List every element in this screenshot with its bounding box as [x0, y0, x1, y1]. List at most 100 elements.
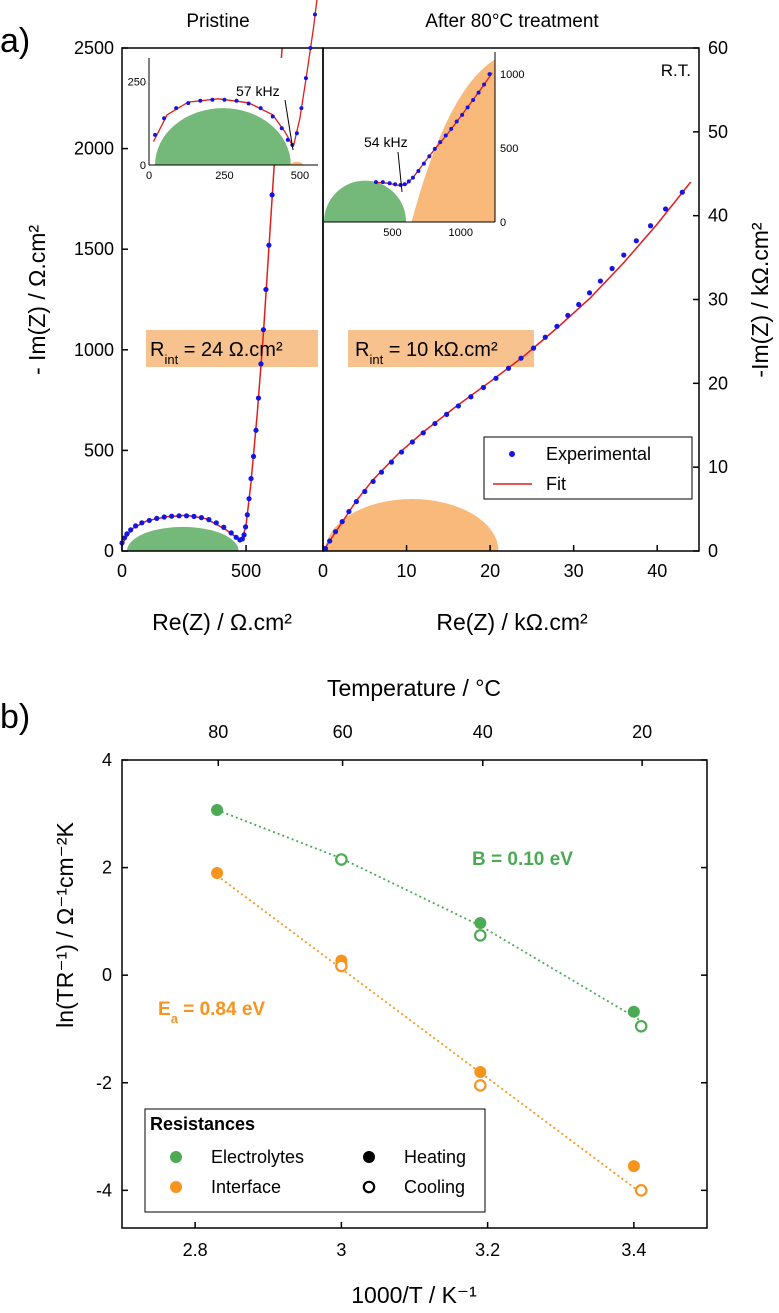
data-point-treated — [518, 355, 524, 361]
data-point-pristine — [176, 513, 182, 519]
y-tick-label-right: 50 — [708, 122, 728, 142]
y-tick-label-left: 1500 — [74, 239, 114, 259]
x-tick-label-right: 10 — [397, 561, 417, 581]
data-point-treated — [633, 238, 639, 244]
inset-annotation-57khz: 57 kHz — [236, 83, 280, 99]
inset-data-point-treated — [398, 183, 403, 188]
data-point-treated — [378, 469, 385, 475]
y-tick-label-right: 20 — [708, 373, 728, 393]
legend-title-b: Resistances — [150, 1114, 255, 1134]
heating-point-interface — [211, 866, 224, 879]
data-point-treated — [327, 538, 333, 544]
data-point-pristine — [183, 513, 190, 519]
y-tick-label-b: -4 — [96, 1180, 112, 1200]
inset-data-point-pristine — [153, 132, 158, 137]
x-tick-label-b: 3 — [336, 1240, 346, 1260]
inset-x-tick-label-pristine: 0 — [146, 170, 152, 182]
data-point-treated — [362, 488, 368, 495]
cooling-point-electrolytes — [474, 929, 487, 942]
legend-label-cooling: Cooling — [404, 1177, 465, 1197]
inset-data-point-treated — [410, 175, 415, 180]
x-top-tick-label-b: 80 — [208, 722, 228, 742]
x-top-tick-label-b: 60 — [333, 722, 353, 742]
legend-label-heating: Heating — [404, 1147, 466, 1167]
annotation-box-rint-right — [348, 330, 534, 367]
y-tick-label-b: 2 — [102, 858, 112, 878]
inset-data-point-pristine — [279, 126, 284, 131]
data-point-treated — [455, 403, 461, 409]
axes-frame-b — [121, 759, 708, 1229]
data-point-pristine — [258, 361, 264, 367]
legend-label-electrolytes: Electrolytes — [211, 1147, 304, 1167]
cooling-point-interface — [335, 959, 348, 973]
data-point-pristine — [260, 327, 267, 333]
annotation-rint-left: Rint = 24 Ω.cm² — [150, 339, 283, 367]
inset-data-point-pristine — [246, 101, 251, 106]
inset-data-point-pristine — [312, 12, 317, 17]
data-point-pristine — [161, 514, 167, 520]
inset-data-point-treated — [416, 169, 421, 173]
data-point-pristine — [154, 515, 160, 522]
inset-data-point-pristine — [294, 131, 299, 136]
inset-x-tick-label-pristine: 500 — [291, 170, 309, 182]
data-point-pristine — [139, 520, 145, 526]
chart-title-pristine: Pristine — [186, 11, 249, 32]
data-point-treated — [339, 519, 345, 525]
legend-label-experimental: Experimental — [546, 444, 651, 464]
treated-plot: 0 10 20 30 40 50 60 0 10 20 30 40 0 500 1000 500 1000 — [318, 38, 728, 581]
y-tick-label-right: 40 — [708, 206, 728, 226]
inset-data-point-treated — [460, 112, 465, 117]
y-tick-label-right: 60 — [708, 38, 728, 58]
inset-data-point-treated — [387, 181, 392, 186]
data-point-treated — [493, 375, 499, 381]
inset-data-point-pristine — [174, 106, 179, 111]
legend-label-fit: Fit — [546, 474, 566, 494]
corner-label-rt: R.T. — [661, 61, 691, 80]
legend-swatch-electrolytes — [170, 1151, 182, 1163]
inset-data-point-treated — [438, 140, 443, 145]
inset-data-point-treated — [406, 179, 411, 184]
annotation-rint-right: Rint = 10 kΩ.cm² — [355, 339, 498, 367]
y-tick-label-left: 2000 — [74, 139, 114, 159]
panel-b-label: b) — [0, 698, 30, 736]
annotation-b-value: B = 0.10 eV — [472, 849, 573, 870]
data-point-treated — [565, 312, 571, 319]
data-point-pristine — [121, 535, 128, 541]
inset-x-tick-label-treated: 500 — [383, 227, 401, 239]
heating-point-electrolytes — [474, 916, 487, 929]
data-point-treated — [542, 334, 548, 340]
data-point-pristine — [239, 536, 245, 542]
data-point-treated — [398, 449, 405, 455]
inset-annotation-pointer — [397, 151, 403, 193]
inset-data-point-treated — [465, 105, 470, 110]
legend-label-interface: Interface — [211, 1177, 281, 1197]
data-point-treated — [420, 430, 426, 436]
inset-pristine: 0 250 0 250 500 — [128, 0, 318, 182]
inset-data-point-treated — [380, 180, 385, 185]
data-point-pristine — [253, 427, 259, 433]
data-point-pristine — [228, 530, 234, 536]
fit-line-electrolytes — [216, 809, 642, 1022]
inset-data-point-treated — [487, 72, 492, 77]
data-point-treated — [409, 439, 416, 445]
data-point-pristine — [133, 523, 139, 529]
inset-data-point-pristine — [222, 97, 227, 102]
y-axis-label-left: - Im(Z) / Ω.cm² — [24, 225, 50, 375]
x-tick-label-left: 0 — [117, 561, 127, 581]
x-tick-label-right: 40 — [647, 561, 667, 581]
legend-swatch-experimental — [509, 451, 515, 457]
data-point-pristine — [241, 532, 247, 538]
y-tick-label-left: 0 — [104, 541, 114, 561]
data-point-treated — [388, 459, 395, 465]
data-point-treated — [370, 478, 376, 485]
inset-data-point-pristine — [285, 137, 290, 142]
x-tick-label-left: 500 — [231, 561, 261, 581]
annotation-box-rint-left — [146, 330, 318, 367]
data-point-treated — [432, 420, 438, 427]
data-point-treated — [597, 278, 604, 284]
data-point-treated — [322, 545, 329, 552]
data-point-treated — [480, 384, 487, 391]
inset-y-tick-label-pristine: 250 — [128, 76, 146, 88]
x2-axis-label-b: Temperature / °C — [327, 675, 501, 701]
